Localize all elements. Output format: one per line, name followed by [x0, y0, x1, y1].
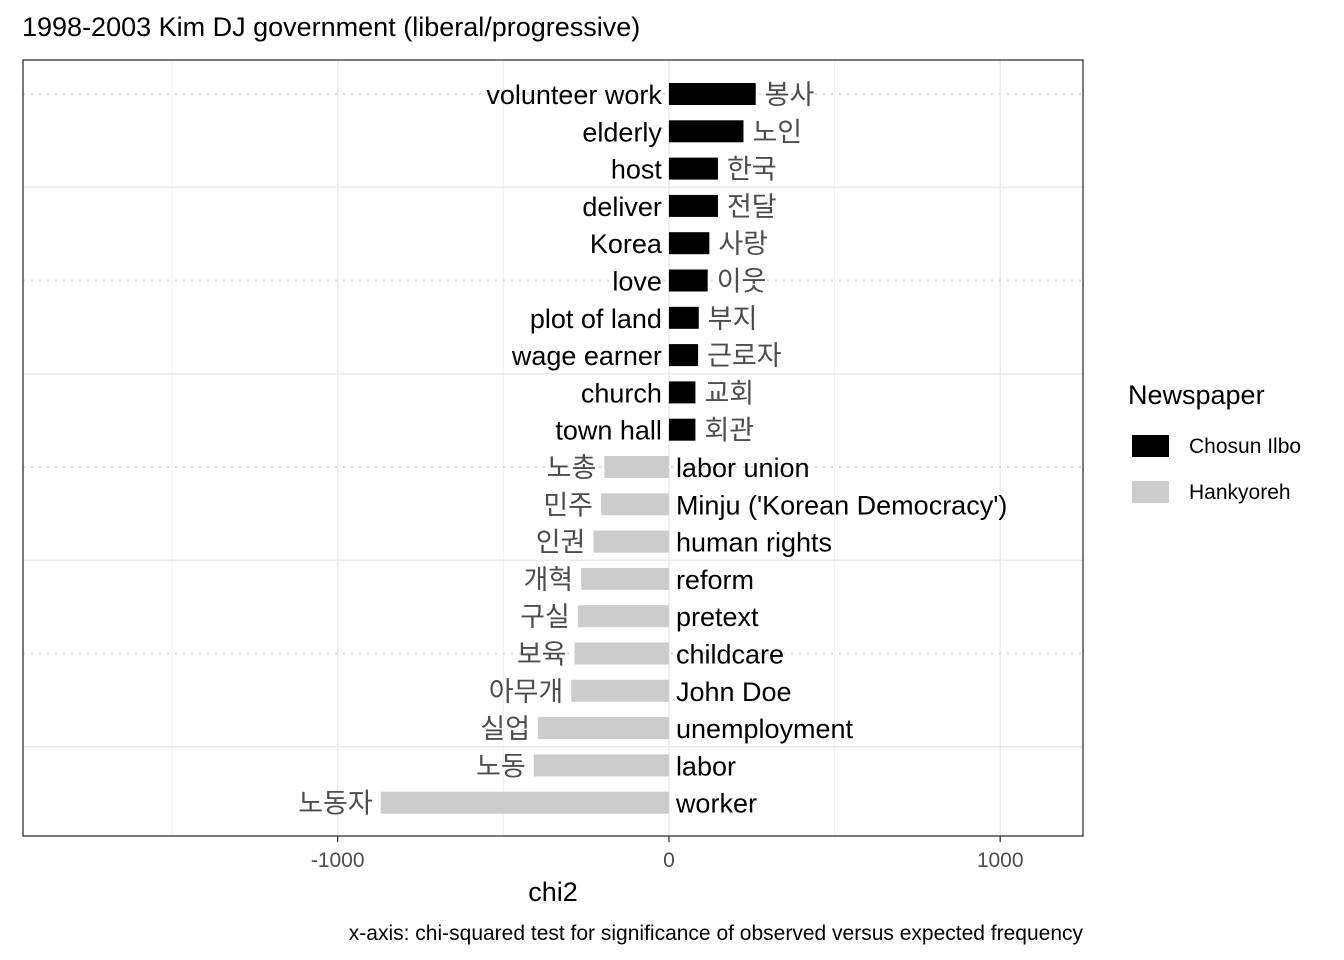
english-label: pretext — [676, 602, 759, 632]
bar — [668, 194, 718, 217]
korean-label: 교회 — [704, 378, 754, 409]
legend-key — [1132, 435, 1169, 457]
bars — [380, 83, 756, 814]
x-axis: -1000 0 1000 — [311, 836, 1024, 872]
english-label: deliver — [582, 192, 662, 222]
english-label: John Doe — [676, 677, 792, 707]
bar — [668, 306, 699, 329]
english-label: reform — [676, 565, 754, 595]
legend: Newspaper Chosun Ilbo Hankyoreh — [1128, 380, 1301, 504]
english-label: unemployment — [676, 714, 854, 744]
chart-title: 1998-2003 Kim DJ government (liberal/pro… — [22, 12, 640, 42]
korean-label: 보육 — [517, 640, 567, 671]
bar — [668, 232, 710, 255]
english-label: Korea — [590, 229, 663, 259]
korean-label: 노인 — [752, 117, 802, 148]
english-label: host — [611, 155, 663, 185]
bar — [668, 120, 744, 143]
x-tick-label: -1000 — [311, 849, 365, 872]
english-label: plot of land — [530, 304, 662, 334]
english-label: labor — [676, 751, 736, 781]
bar — [571, 679, 669, 702]
bar — [581, 567, 669, 590]
korean-label: 전달 — [727, 192, 777, 223]
korean-label: 한국 — [727, 155, 777, 186]
korean-label: 아무개 — [489, 677, 564, 708]
korean-label: 민주 — [543, 490, 593, 521]
legend-label: Chosun Ilbo — [1189, 435, 1301, 458]
english-label: childcare — [676, 640, 784, 670]
legend-title: Newspaper — [1128, 380, 1265, 410]
english-label: Minju ('Korean Democracy') — [676, 490, 1007, 520]
x-axis-label: chi2 — [528, 877, 578, 907]
korean-label: 근로자 — [707, 341, 782, 372]
panel-background — [23, 60, 1083, 836]
legend-label: Hankyoreh — [1189, 481, 1291, 504]
korean-label: 이웃 — [717, 267, 767, 298]
bar — [601, 493, 669, 516]
bar — [668, 344, 699, 367]
bar — [533, 754, 669, 777]
english-label: elderly — [582, 117, 662, 147]
x-tick-label: 0 — [663, 849, 675, 872]
bar — [668, 269, 708, 292]
bar-labels: volunteer work 봉사 elderly 노인 host 한국 deliver 전달… — [298, 80, 1007, 820]
english-label: church — [581, 378, 662, 408]
bar — [577, 605, 669, 628]
english-label: human rights — [676, 528, 832, 558]
english-label: volunteer work — [486, 80, 662, 110]
korean-label: 사랑 — [718, 229, 768, 260]
korean-label: 개혁 — [523, 565, 573, 596]
korean-label: 봉사 — [765, 80, 815, 111]
english-label: love — [612, 267, 662, 297]
bar — [604, 456, 669, 478]
bar — [593, 530, 669, 553]
english-label: labor union — [676, 453, 810, 483]
korean-label: 실업 — [480, 714, 530, 745]
bar — [668, 418, 696, 441]
bar — [574, 642, 669, 665]
english-label: worker — [675, 789, 757, 819]
korean-label: 구실 — [520, 602, 570, 633]
english-label: wage earner — [511, 341, 662, 371]
caption: x-axis: chi-squared test for significanc… — [349, 922, 1084, 945]
x-tick-label: 1000 — [977, 849, 1024, 872]
korean-label: 인권 — [536, 528, 586, 559]
plot-panel — [23, 60, 1083, 836]
bar — [668, 381, 696, 404]
panel-border — [22, 59, 1084, 837]
korean-label: 노동자 — [298, 789, 373, 820]
korean-label: 부지 — [708, 304, 758, 335]
korean-label: 노동 — [476, 751, 526, 782]
legend-key — [1132, 481, 1169, 503]
bar — [380, 791, 669, 814]
bar — [668, 83, 756, 105]
english-label: town hall — [555, 416, 662, 446]
bar — [538, 717, 669, 740]
korean-label: 노총 — [547, 453, 597, 484]
bar — [668, 157, 718, 180]
korean-label: 회관 — [704, 416, 754, 447]
